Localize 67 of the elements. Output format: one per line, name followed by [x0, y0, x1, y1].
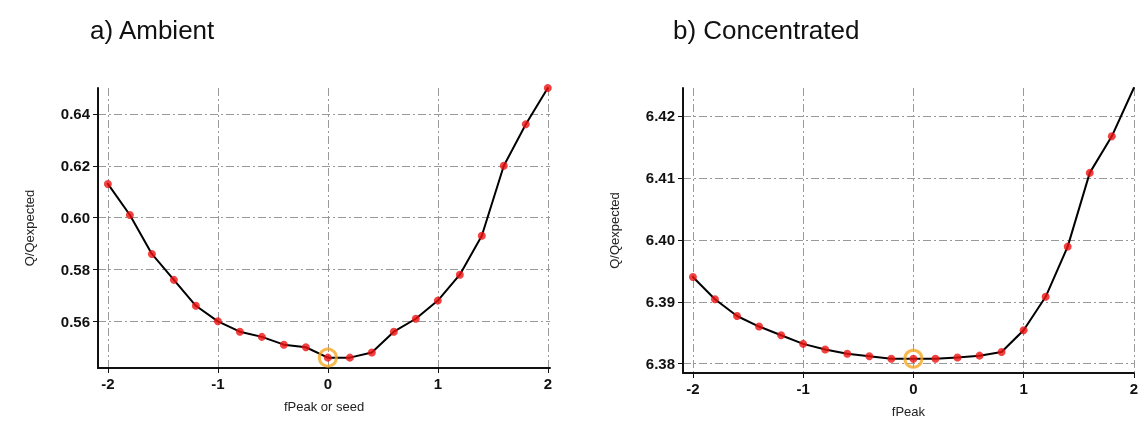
point — [1107, 132, 1116, 141]
point — [865, 352, 874, 361]
y-tick-label: 0.60 — [60, 209, 90, 227]
y-tick-label: 0.64 — [60, 105, 91, 123]
point — [103, 179, 112, 188]
point — [477, 231, 486, 240]
point — [521, 120, 530, 129]
x-tick-label: 1 — [433, 375, 442, 392]
point — [710, 295, 719, 304]
point — [755, 322, 764, 331]
point — [1085, 168, 1094, 177]
point — [279, 340, 288, 349]
y-tick-label: 6.41 — [645, 169, 675, 187]
chart-title: b) Concentrated — [673, 15, 860, 45]
point — [433, 296, 442, 305]
point — [733, 312, 742, 320]
point — [843, 349, 852, 358]
point — [821, 345, 830, 354]
point — [455, 270, 464, 279]
x-axis-title: fPeak — [891, 404, 926, 419]
point — [389, 327, 398, 336]
point — [191, 301, 200, 310]
point — [147, 249, 156, 258]
point — [257, 332, 266, 341]
point — [345, 353, 354, 362]
y-axis-title: Q/Qexpected — [22, 189, 37, 267]
point — [887, 354, 896, 363]
x-tick-label: 2 — [543, 375, 552, 392]
y-tick-label: 6.40 — [645, 231, 675, 249]
x-tick-label: -1 — [211, 375, 225, 392]
x-tick-label: 0 — [909, 380, 918, 397]
x-tick-label: 2 — [1129, 380, 1138, 397]
y-tick-label: 6.39 — [645, 293, 675, 311]
y-tick-label: 6.38 — [645, 355, 675, 373]
point — [1041, 292, 1050, 301]
point — [1063, 242, 1072, 251]
point — [799, 339, 808, 348]
y-tick-label: 0.62 — [60, 157, 90, 175]
point — [903, 348, 924, 369]
point — [688, 272, 697, 281]
point — [499, 161, 508, 170]
point — [411, 314, 420, 323]
point — [235, 327, 244, 336]
point — [953, 353, 962, 362]
x-tick-label: 0 — [323, 375, 333, 392]
y-tick-label: 0.56 — [60, 312, 90, 330]
y-tick-label: 0.58 — [60, 260, 90, 278]
point — [777, 331, 786, 340]
point — [997, 347, 1006, 356]
point — [975, 351, 984, 360]
x-tick-label: -2 — [101, 375, 115, 392]
x-axis-title: fPeak or seed — [283, 399, 365, 414]
chart-title: a) Ambient — [90, 15, 216, 45]
x-tick-label: 1 — [1019, 380, 1028, 397]
y-tick-label: 6.42 — [645, 107, 675, 125]
x-tick-label: -2 — [686, 380, 700, 397]
point — [543, 84, 552, 92]
point — [125, 211, 134, 220]
x-tick-label: -1 — [796, 380, 810, 397]
point — [169, 275, 178, 284]
point — [301, 343, 310, 352]
point — [1019, 326, 1028, 335]
point — [367, 348, 376, 357]
y-axis-title: Q/Qexpected — [607, 192, 622, 269]
point — [931, 354, 940, 363]
point — [317, 347, 338, 368]
point — [213, 317, 222, 326]
